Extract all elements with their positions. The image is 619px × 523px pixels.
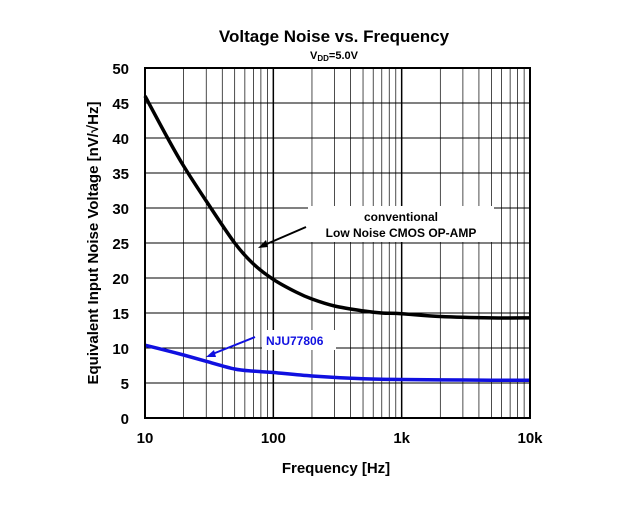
y-tick-label: 35 [112, 166, 129, 183]
arrowhead-nju [206, 350, 216, 357]
x-tick-label: 1k [393, 430, 410, 447]
annotation-bg-nju [262, 330, 336, 350]
arrowhead-conventional [258, 240, 268, 248]
y-tick-label: 40 [112, 131, 129, 148]
annotation-conventional-line2: Low Noise CMOS OP-AMP [326, 226, 477, 240]
y-tick-label: 50 [112, 61, 129, 78]
annotation-bg-conventional [308, 206, 494, 242]
y-axis-label: Equivalent Input Noise Voltage [nV/√Hz] [85, 102, 102, 385]
series-line-nju77806 [144, 343, 531, 382]
x-tick-label: 100 [261, 430, 286, 447]
chart-subtitle: VDD=5.0V [310, 50, 359, 63]
x-tick-label: 10k [517, 430, 543, 447]
x-tick-label: 10 [137, 430, 154, 447]
annotation-arrow-nju [209, 336, 256, 356]
grid [144, 67, 530, 419]
series-line-conventional [143, 95, 531, 320]
tick-labels: 0 5 10 15 20 25 30 35 40 45 50 10 100 1k 10k [112, 61, 543, 447]
y-tick-label: 0 [121, 411, 129, 428]
series-lines [143, 95, 531, 382]
y-tick-label: 15 [112, 306, 129, 323]
y-tick-label: 30 [112, 201, 129, 218]
y-tick-label: 5 [121, 376, 129, 393]
annotation-nju77806: NJU77806 [266, 334, 324, 348]
y-tick-label: 10 [112, 341, 129, 358]
y-tick-label: 25 [112, 236, 129, 253]
x-axis-label: Frequency [Hz] [282, 460, 390, 477]
annotation-arrow-conventional [261, 226, 307, 247]
chart-title: Voltage Noise vs. Frequency [219, 27, 450, 46]
y-tick-label: 45 [112, 96, 129, 113]
annotation-conventional-line1: conventional [364, 210, 438, 224]
y-tick-label: 20 [112, 271, 129, 288]
plot-frame [144, 67, 531, 419]
